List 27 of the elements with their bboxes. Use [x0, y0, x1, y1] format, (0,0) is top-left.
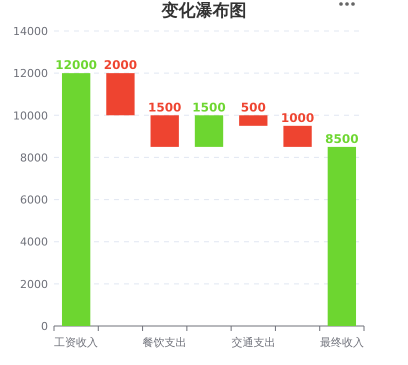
data-label: 8500 — [325, 132, 359, 146]
x-tick-label: 餐饮支出 — [142, 336, 187, 349]
x-tick-label: 工资收入 — [54, 336, 98, 349]
y-tick-label: 2000 — [20, 278, 48, 291]
data-label: 1500 — [192, 100, 226, 114]
data-label: 500 — [240, 100, 266, 114]
data-label: 2000 — [104, 58, 138, 72]
bar — [328, 146, 356, 326]
chart-title: 变化瀑布图 — [160, 1, 246, 21]
y-tick-label: 0 — [41, 320, 48, 333]
y-tick-label: 6000 — [20, 194, 48, 207]
bar — [283, 126, 312, 147]
data-label: 1000 — [280, 110, 314, 125]
bar — [62, 73, 90, 326]
y-tick-label: 10000 — [13, 109, 48, 122]
y-tick-label: 12000 — [13, 67, 48, 80]
bar — [150, 115, 179, 147]
y-tick-label: 14000 — [13, 25, 48, 38]
y-tick-label: 8000 — [20, 151, 48, 164]
data-label: 1500 — [148, 100, 182, 114]
x-tick-label: 交通支出 — [231, 336, 276, 349]
x-tick-label: 最终收入 — [320, 336, 364, 349]
y-tick-label: 4000 — [20, 236, 48, 249]
bar — [106, 73, 135, 116]
bar — [239, 115, 268, 126]
data-label: 12000 — [55, 58, 98, 72]
bar — [194, 115, 224, 147]
